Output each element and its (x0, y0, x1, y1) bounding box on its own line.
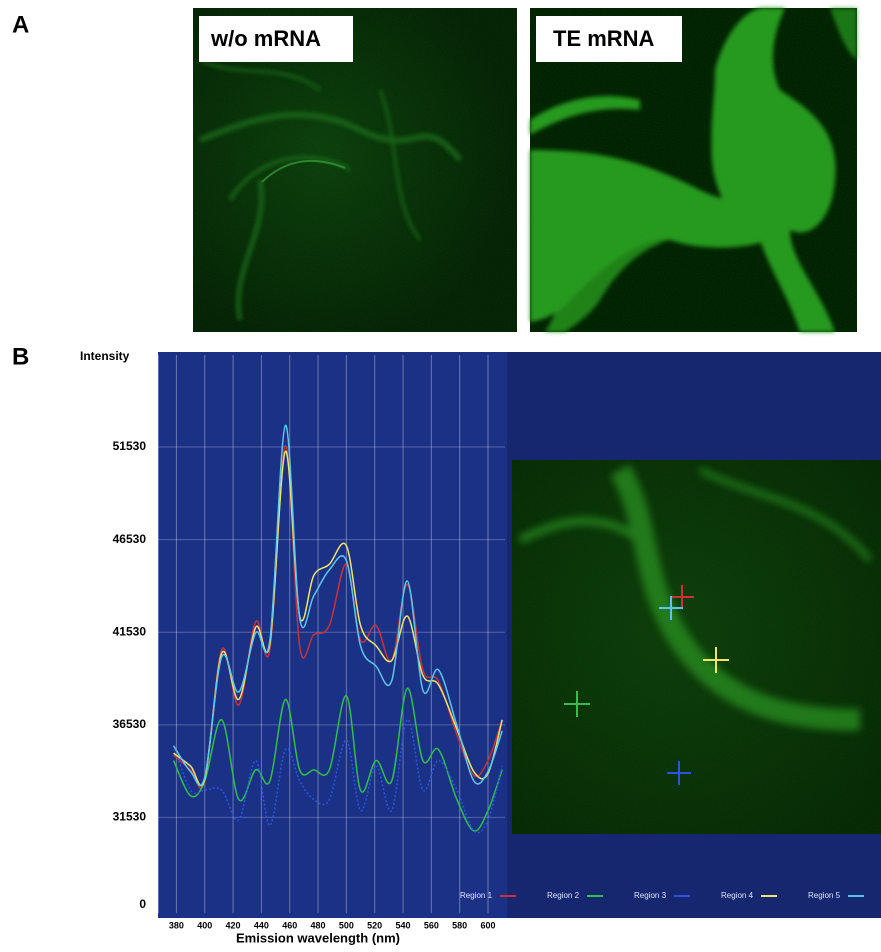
x-tick-label: 520 (367, 920, 382, 930)
inset-image (512, 460, 881, 834)
x-tick-label: 420 (226, 920, 241, 930)
image-label: w/o mRNA (210, 26, 321, 51)
x-tick-label: 580 (452, 920, 467, 930)
y-axis-bottom-label: 0 (139, 897, 146, 911)
spectrum-line (172, 719, 503, 834)
x-tick-label: 540 (396, 920, 411, 930)
x-tick-label: 480 (311, 920, 326, 930)
x-tick-label: 460 (282, 920, 297, 930)
x-tick-label: 380 (169, 920, 184, 930)
y-tick-label: 51530 (113, 439, 147, 453)
legend-label: Region 1 (460, 891, 493, 900)
y-axis-label: Intensity (80, 349, 130, 363)
x-tick-label: 400 (197, 920, 212, 930)
y-tick-label: 46530 (113, 532, 147, 546)
legend-label: Region 5 (808, 891, 841, 900)
legend-label: Region 2 (547, 891, 580, 900)
spectrum-line (172, 424, 503, 787)
spectrum-line (172, 687, 503, 832)
micrograph-control: w/o mRNA (193, 8, 517, 332)
x-tick-label: 560 (424, 920, 439, 930)
legend-label: Region 4 (721, 891, 754, 900)
x-tick-label: 600 (480, 920, 495, 930)
y-tick-label: 36530 (113, 717, 147, 731)
x-axis-label: Emission wavelength (nm) (236, 930, 400, 945)
panel-label: A (12, 11, 29, 38)
y-tick-label: 31530 (113, 810, 147, 824)
spectrum-chart: 31530 36530 41530 46530 51530 380 400 420 440 460… (113, 355, 864, 930)
panel-label: B (12, 343, 29, 370)
micrograph-te: TE mRNA (530, 8, 857, 332)
legend-label: Region 3 (634, 891, 667, 900)
x-tick-label: 500 (339, 920, 354, 930)
image-label: TE mRNA (553, 26, 655, 51)
x-tick-label: 440 (254, 920, 269, 930)
y-tick-label: 41530 (113, 624, 147, 638)
